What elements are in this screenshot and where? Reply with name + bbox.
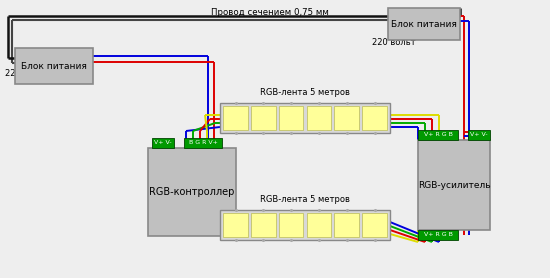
Text: RGB-усилитель: RGB-усилитель bbox=[417, 180, 490, 190]
Bar bbox=[279, 106, 304, 130]
Text: V+ V-: V+ V- bbox=[154, 140, 172, 145]
Bar bbox=[220, 103, 390, 133]
Bar bbox=[306, 213, 331, 237]
Bar bbox=[334, 106, 359, 130]
Bar bbox=[362, 213, 387, 237]
Bar bbox=[251, 213, 276, 237]
Bar bbox=[468, 130, 490, 140]
Text: RGB-лента 5 метров: RGB-лента 5 метров bbox=[260, 195, 350, 204]
Bar bbox=[223, 106, 248, 130]
Bar bbox=[223, 213, 248, 237]
Text: Блок питания: Блок питания bbox=[21, 61, 87, 71]
Bar bbox=[418, 140, 490, 230]
Bar bbox=[334, 213, 359, 237]
Bar bbox=[362, 106, 387, 130]
Bar bbox=[15, 48, 93, 84]
Text: B G R V+: B G R V+ bbox=[189, 140, 217, 145]
Bar bbox=[220, 210, 390, 240]
Bar bbox=[418, 230, 458, 240]
Text: Провод сечением 0,75 мм: Провод сечением 0,75 мм bbox=[211, 8, 329, 17]
Text: V+ R G B: V+ R G B bbox=[424, 232, 453, 237]
Bar bbox=[418, 130, 458, 140]
Text: V+ R G B: V+ R G B bbox=[424, 131, 453, 136]
Bar bbox=[388, 8, 460, 40]
Text: RGB-лента 5 метров: RGB-лента 5 метров bbox=[260, 88, 350, 97]
Text: V+ V-: V+ V- bbox=[470, 131, 488, 136]
Text: 220 вольт: 220 вольт bbox=[372, 38, 416, 47]
Bar bbox=[251, 106, 276, 130]
Bar bbox=[152, 138, 174, 148]
Bar bbox=[279, 213, 304, 237]
Text: 220 вольт: 220 вольт bbox=[5, 68, 48, 78]
Text: Блок питания: Блок питания bbox=[391, 19, 457, 29]
Text: RGB-контроллер: RGB-контроллер bbox=[149, 187, 235, 197]
Bar bbox=[306, 106, 331, 130]
Bar bbox=[148, 148, 236, 236]
Bar bbox=[184, 138, 222, 148]
